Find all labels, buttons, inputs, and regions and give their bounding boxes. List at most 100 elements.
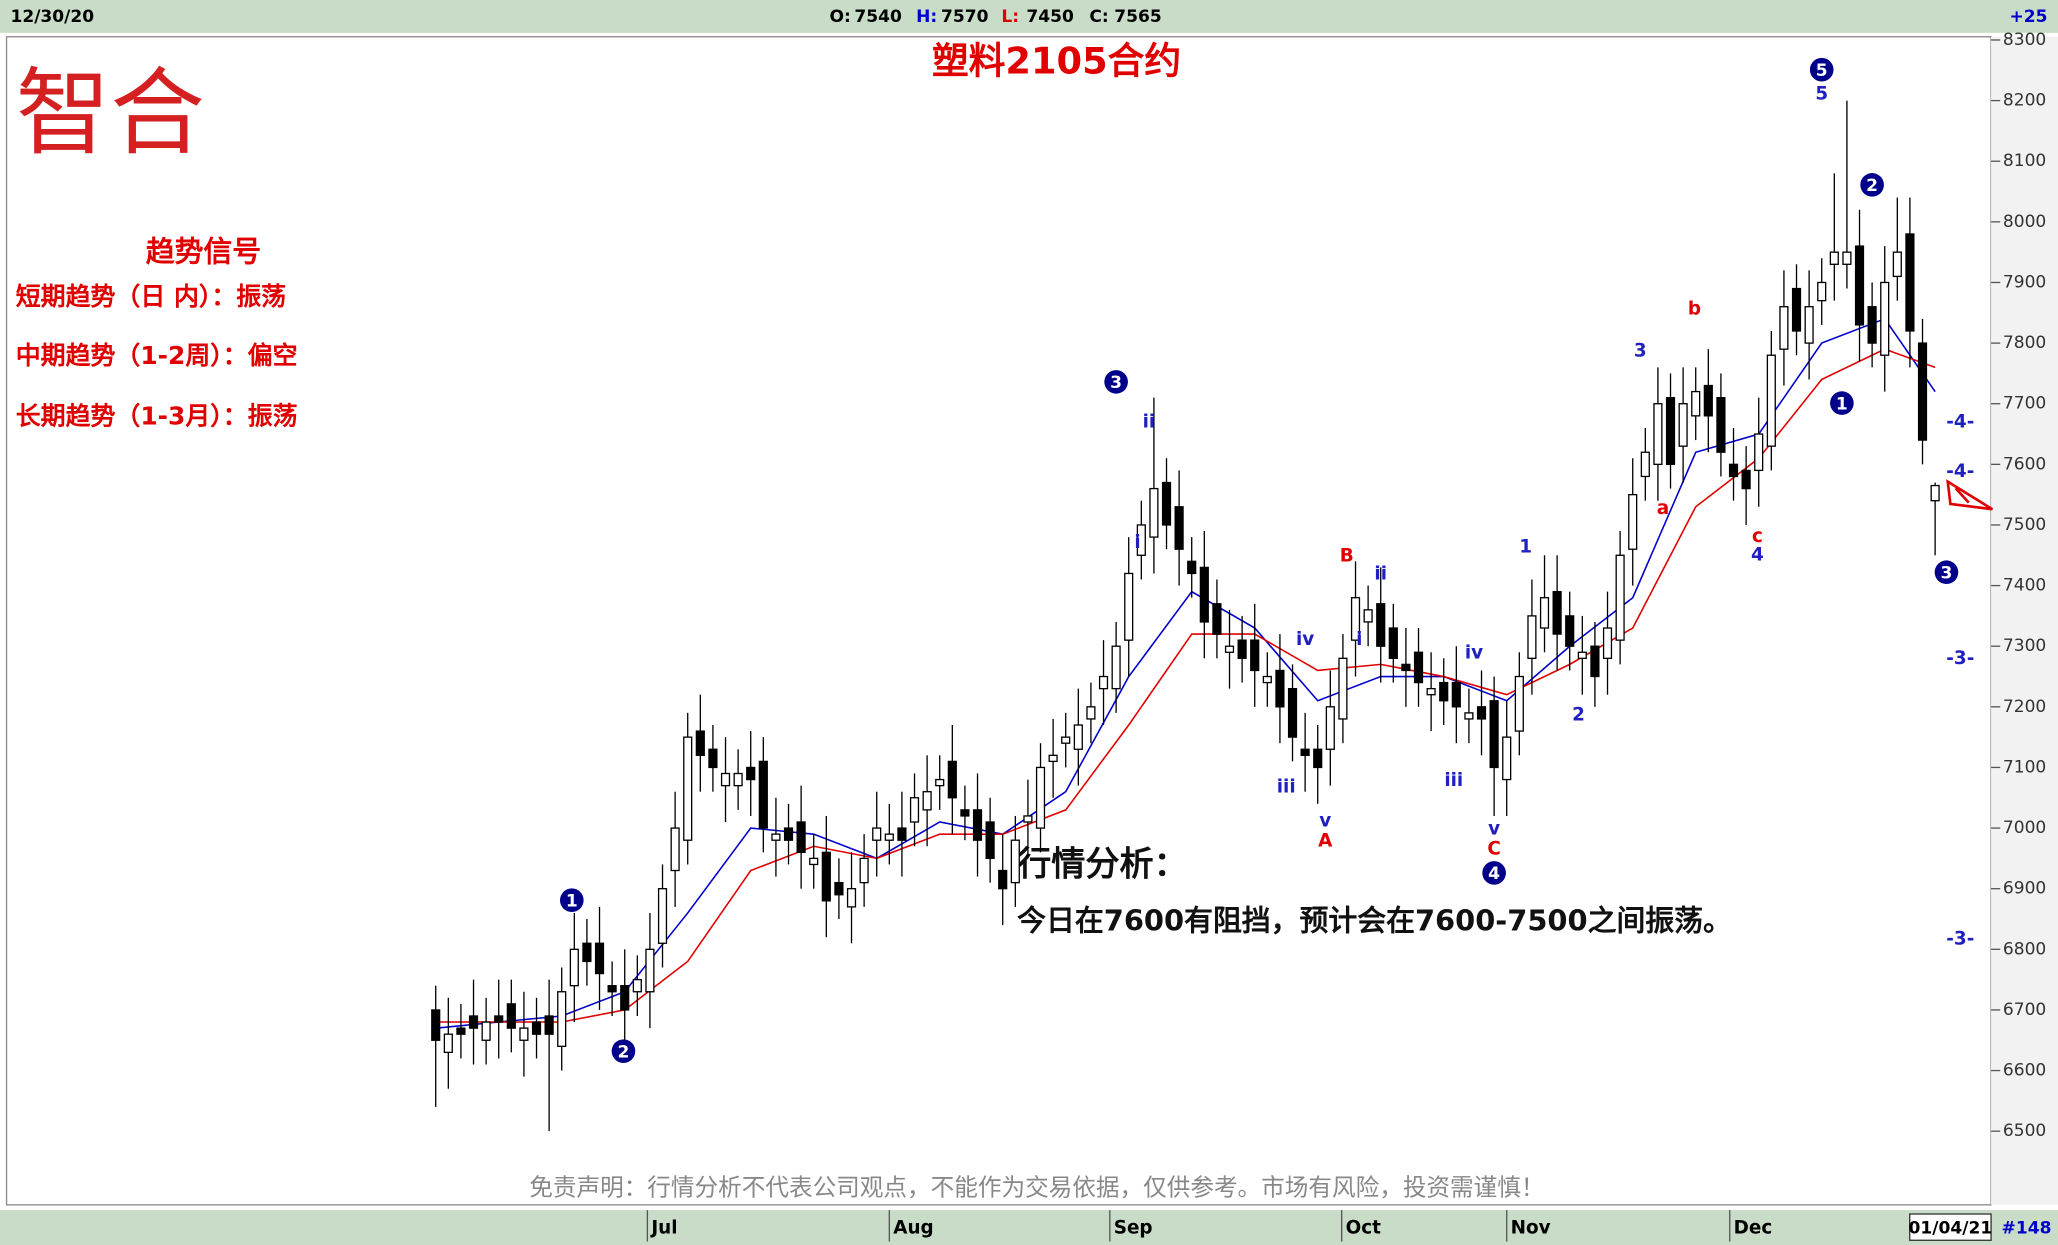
wave-label: i: [1134, 532, 1140, 553]
candle-body: [708, 748, 718, 769]
y-tick-label: 6700: [2003, 1000, 2046, 1020]
y-tick-label: 7800: [2003, 333, 2046, 353]
candle-body: [1338, 657, 1348, 720]
candle-body: [1917, 342, 1928, 441]
wave-marker: [1860, 173, 1884, 197]
wave-label: 2: [1866, 176, 1878, 196]
wave-label: c: [1752, 526, 1763, 547]
y-tick-label: 7600: [2003, 454, 2046, 474]
wave-label: -4-: [1946, 461, 1974, 482]
candle-body: [1476, 706, 1487, 720]
wave-label: 1: [566, 892, 578, 912]
candle-body: [1829, 251, 1839, 265]
candle-body: [1880, 281, 1890, 356]
y-tick-label: 8200: [2003, 91, 2046, 111]
candle-body: [456, 1027, 466, 1035]
candle-body: [1552, 590, 1562, 635]
candle-body: [1867, 306, 1877, 344]
candle-body: [657, 888, 668, 944]
y-tick-label: 7400: [2003, 576, 2046, 596]
signals-title: 趋势信号: [146, 234, 261, 268]
wave-label: iv: [1296, 629, 1314, 650]
candle-body: [1086, 706, 1096, 720]
wave-label: iii: [1444, 770, 1463, 791]
candle-body: [1111, 645, 1121, 690]
candle-body: [481, 1021, 491, 1041]
wave-marker: [1934, 560, 1959, 585]
y-tick-label: 7700: [2003, 394, 2046, 414]
x-tick-label: Sep: [1114, 1217, 1153, 1238]
y-tick-label: 8100: [2003, 151, 2046, 171]
candle-body: [1791, 287, 1802, 332]
candle-body: [1539, 597, 1550, 629]
candle-body: [1023, 815, 1033, 823]
header-change: +25: [2009, 7, 2047, 27]
candle-body: [1779, 306, 1789, 350]
candle-body: [909, 797, 920, 823]
candle-body: [1350, 597, 1361, 641]
candle-body: [834, 881, 844, 896]
candle-body: [519, 1027, 529, 1041]
candle-body: [1817, 281, 1827, 302]
y-tick-label: 7900: [2003, 272, 2046, 292]
candle-body: [1716, 396, 1726, 453]
candle-body: [1892, 251, 1902, 278]
candle-body: [594, 942, 605, 975]
candle-body: [1766, 354, 1776, 447]
candle-body: [494, 1015, 504, 1023]
candle-body: [733, 772, 743, 787]
footer-count: #148: [2002, 1218, 2052, 1238]
candle-body: [1905, 233, 1915, 332]
footer-bar: [0, 1210, 2058, 1245]
header-label: O:: [830, 7, 851, 27]
candle-body: [1187, 560, 1197, 575]
wave-label: C: [1487, 838, 1500, 859]
disclaimer: 免责声明：行情分析不代表公司观点，不能作为交易依据，仅供参考。市场有风险，投资需…: [529, 1174, 1544, 1202]
candle-body: [1325, 706, 1335, 750]
candle-body: [821, 851, 831, 902]
y-tick-label: 7100: [2003, 757, 2046, 777]
footer-date-box: [1909, 1213, 1992, 1241]
candle-body: [1161, 481, 1172, 526]
candle-body: [1174, 506, 1184, 550]
candle-body: [431, 1009, 441, 1041]
candle-body: [1691, 390, 1701, 417]
wave-label: 3: [1110, 373, 1122, 393]
candle-body: [1010, 839, 1020, 884]
wave-label: B: [1340, 545, 1354, 566]
y-tick-label: 6500: [2003, 1121, 2046, 1141]
candle-body: [1854, 245, 1865, 326]
candle-body: [884, 833, 894, 841]
wave-label: -3-: [1946, 929, 1974, 950]
candle-body: [1703, 384, 1713, 417]
candle-body: [1048, 754, 1058, 763]
analysis-text: 今日在7600有阻挡，预计会在7600-7500之间振荡。: [1017, 904, 1732, 938]
candle-body: [846, 888, 857, 908]
wave-label: iv: [1465, 642, 1483, 663]
candle-body: [872, 827, 882, 841]
candle-body: [771, 833, 781, 841]
candle-body: [645, 948, 655, 993]
wave-marker: [1482, 861, 1506, 885]
header-value: 7565: [1114, 7, 1161, 27]
candle-body: [1741, 469, 1751, 490]
candle-body: [809, 857, 819, 866]
candle-body: [544, 1015, 554, 1035]
candle-body: [620, 985, 630, 1011]
header-date: 12/30/20: [10, 7, 94, 27]
wave-marker: [611, 1039, 636, 1063]
candle-body: [796, 821, 806, 853]
candle-body: [1678, 403, 1688, 447]
candle-body: [557, 991, 567, 1047]
wave-label: 1: [1836, 394, 1848, 414]
y-tick-label: 7500: [2003, 515, 2046, 535]
candle-body: [1224, 645, 1235, 653]
wave-label: 2: [1572, 704, 1585, 725]
candle-body: [998, 869, 1008, 890]
candle-body: [1262, 675, 1272, 684]
wave-label: 4: [1751, 544, 1764, 565]
candle-body: [1035, 766, 1046, 829]
wave-label: 5: [1816, 61, 1828, 81]
wave-label: 5: [1815, 84, 1828, 105]
header-value: 7540: [854, 7, 902, 27]
